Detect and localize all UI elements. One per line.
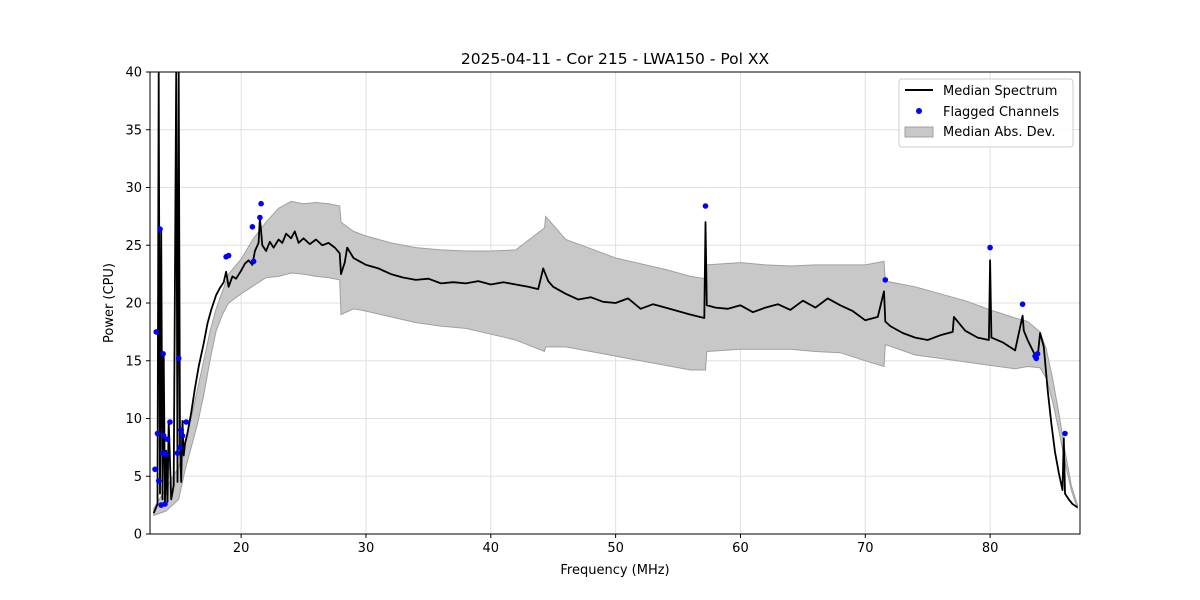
flagged-channel-point bbox=[160, 351, 166, 357]
legend-box bbox=[898, 78, 1074, 148]
flagged-channel-point bbox=[175, 355, 182, 362]
flagged-channel-point bbox=[225, 252, 232, 259]
flagged-channels bbox=[152, 200, 1068, 508]
flagged-channel-point bbox=[162, 501, 168, 507]
legend: Median Spectrum Flagged Channels Median … bbox=[898, 78, 1074, 148]
flagged-channel-point bbox=[163, 451, 169, 458]
flagged-channel-point bbox=[1062, 430, 1068, 437]
flagged-channel-point bbox=[987, 244, 993, 251]
flagged-channel-point bbox=[179, 433, 186, 439]
x-axis-ticks: 20 30 40 50 60 70 80 bbox=[233, 534, 999, 556]
flagged-channel-point bbox=[1033, 355, 1040, 362]
flagged-channel-point bbox=[177, 444, 183, 451]
x-tick-label: 40 bbox=[483, 541, 500, 556]
y-tick-label: 35 bbox=[125, 123, 142, 138]
flagged-channel-point bbox=[154, 430, 161, 437]
y-tick-label: 25 bbox=[125, 239, 142, 254]
flagged-channel-point bbox=[178, 427, 184, 433]
legend-flagged-label: Flagged Channels bbox=[943, 105, 1059, 120]
legend-median-label: Median Spectrum bbox=[943, 84, 1057, 99]
median-spectrum-line bbox=[152, 72, 1079, 514]
flagged-channel-point bbox=[1019, 301, 1026, 308]
flagged-channel-point bbox=[167, 419, 173, 425]
flagged-channel-point bbox=[1034, 351, 1041, 357]
y-tick-label: 10 bbox=[125, 412, 142, 427]
flagged-channel-point bbox=[160, 433, 167, 439]
flagged-channel-point bbox=[152, 466, 158, 473]
x-axis-label: Frequency (MHz) bbox=[560, 563, 669, 578]
flagged-channel-point bbox=[153, 329, 159, 335]
plot-area bbox=[152, 72, 1079, 517]
flagged-channel-point bbox=[157, 226, 163, 232]
y-tick-label: 20 bbox=[125, 297, 142, 312]
legend-mad-label: Median Abs. Dev. bbox=[943, 125, 1055, 140]
flagged-channel-point bbox=[249, 224, 256, 230]
flagged-channel-point bbox=[702, 203, 709, 209]
x-tick-label: 60 bbox=[732, 541, 749, 556]
flagged-channel-point bbox=[164, 436, 171, 443]
x-tick-label: 50 bbox=[607, 541, 624, 556]
flagged-channel-point bbox=[250, 258, 257, 265]
flagged-channel-point bbox=[258, 200, 264, 207]
y-tick-label: 40 bbox=[125, 66, 142, 81]
y-tick-label: 30 bbox=[125, 181, 142, 196]
flagged-channel-point bbox=[174, 450, 181, 456]
legend-mad-swatch bbox=[904, 126, 934, 138]
y-tick-label: 0 bbox=[134, 528, 142, 543]
mad-band bbox=[153, 200, 1078, 517]
y-axis-ticks: 0 5 10 15 20 25 30 35 40 bbox=[125, 66, 150, 543]
y-axis-label: Power (CPU) bbox=[102, 263, 117, 343]
x-tick-label: 20 bbox=[233, 541, 250, 556]
flagged-channel-point bbox=[257, 214, 263, 221]
y-tick-label: 5 bbox=[134, 470, 142, 485]
flagged-channel-point bbox=[155, 478, 162, 484]
x-tick-label: 30 bbox=[358, 541, 375, 556]
x-tick-label: 70 bbox=[857, 541, 874, 556]
legend-flagged-swatch bbox=[916, 108, 922, 114]
y-tick-label: 15 bbox=[125, 354, 142, 369]
chart-title: 2025-04-11 - Cor 215 - LWA150 - Pol XX bbox=[461, 50, 770, 68]
flagged-channel-point bbox=[183, 419, 189, 425]
x-tick-label: 80 bbox=[982, 541, 999, 556]
flagged-channel-point bbox=[882, 277, 889, 283]
